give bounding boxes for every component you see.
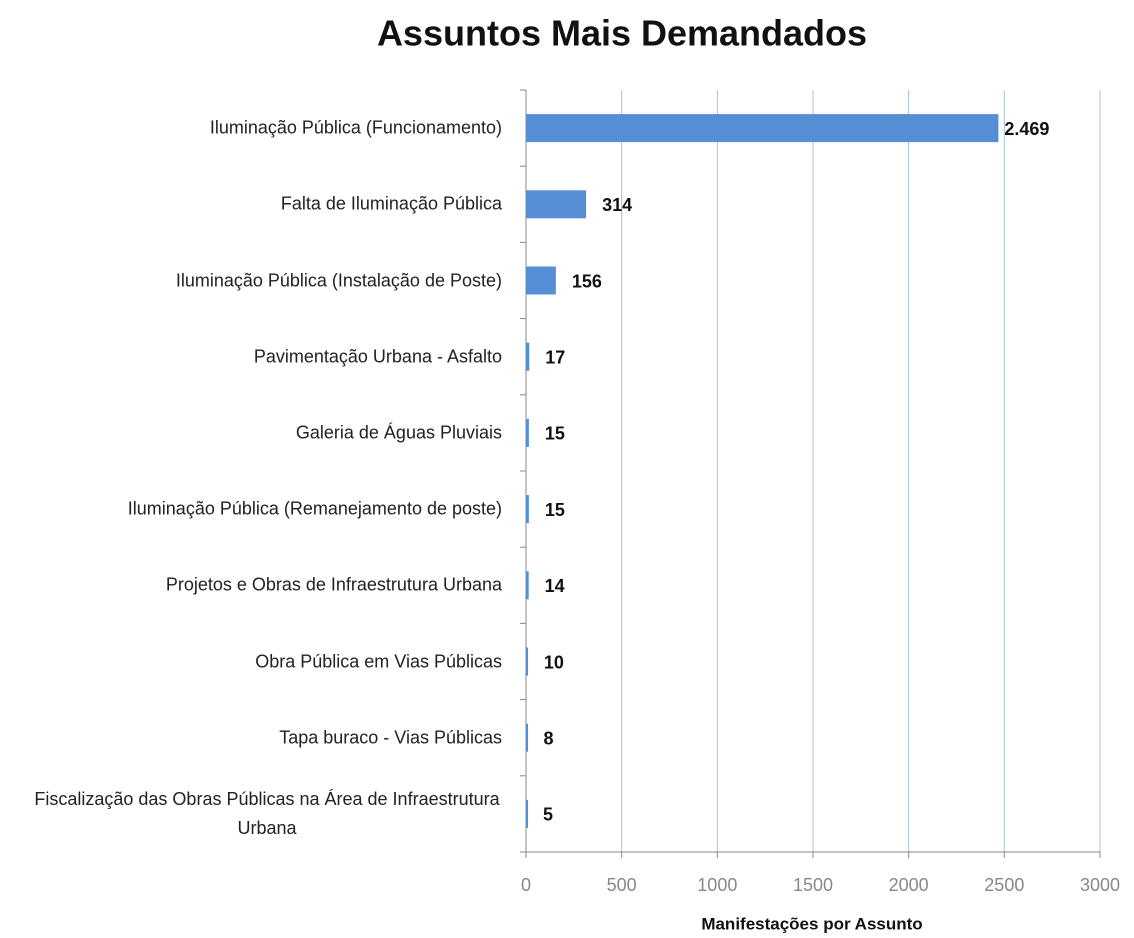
bar — [526, 571, 529, 600]
chart-title: Assuntos Mais Demandados — [377, 13, 867, 54]
x-tick-label: 500 — [607, 875, 637, 895]
bar — [526, 799, 528, 828]
y-tick-label: Iluminação Pública (Funcionamento) — [209, 117, 502, 138]
y-tick-label: Iluminação Pública (Instalação de Poste) — [175, 270, 502, 290]
y-tick-label: Tapa buraco - Vias Públicas — [279, 727, 502, 748]
data-label: 5 — [543, 805, 553, 825]
y-tick-label: Galeria de Águas Pluviais — [295, 422, 502, 443]
data-label: 15 — [545, 500, 565, 520]
x-tick-label: 2000 — [889, 875, 929, 895]
data-label: 15 — [545, 424, 565, 444]
bar — [526, 114, 999, 143]
x-tick-label: 0 — [521, 875, 531, 895]
bar — [526, 342, 530, 371]
bar — [526, 495, 529, 524]
x-tick-label: 2500 — [984, 875, 1024, 895]
y-tick-label: Falta de Iluminação Pública — [280, 193, 502, 214]
bar — [526, 418, 529, 447]
y-tick-label: Pavimentação Urbana - Asfalto — [253, 346, 502, 367]
bar — [526, 723, 528, 752]
data-label: 10 — [544, 652, 564, 672]
data-label: 8 — [544, 728, 554, 748]
data-label: 2.469 — [1004, 119, 1049, 139]
y-tick-label: Iluminação Pública (Remanejamento de pos… — [127, 498, 502, 519]
data-label: 156 — [572, 271, 602, 291]
bar — [526, 647, 528, 676]
bar — [526, 190, 587, 219]
y-tick-label: Projetos e Obras de Infraestrutura Urban… — [165, 574, 502, 595]
bar — [526, 266, 556, 295]
x-tick-label: 3000 — [1080, 875, 1120, 895]
x-axis-label: Manifestações por Assunto — [701, 914, 922, 933]
data-label: 314 — [602, 195, 632, 215]
y-tick-label: Obra Pública em Vias Públicas — [255, 651, 502, 671]
x-tick-label: 1000 — [697, 875, 737, 895]
x-tick-label: 1500 — [793, 875, 833, 895]
data-label: 17 — [545, 347, 565, 367]
data-label: 14 — [545, 576, 565, 596]
y-tick-label: Fiscalização das Obras Públicas na Área … — [34, 788, 500, 838]
